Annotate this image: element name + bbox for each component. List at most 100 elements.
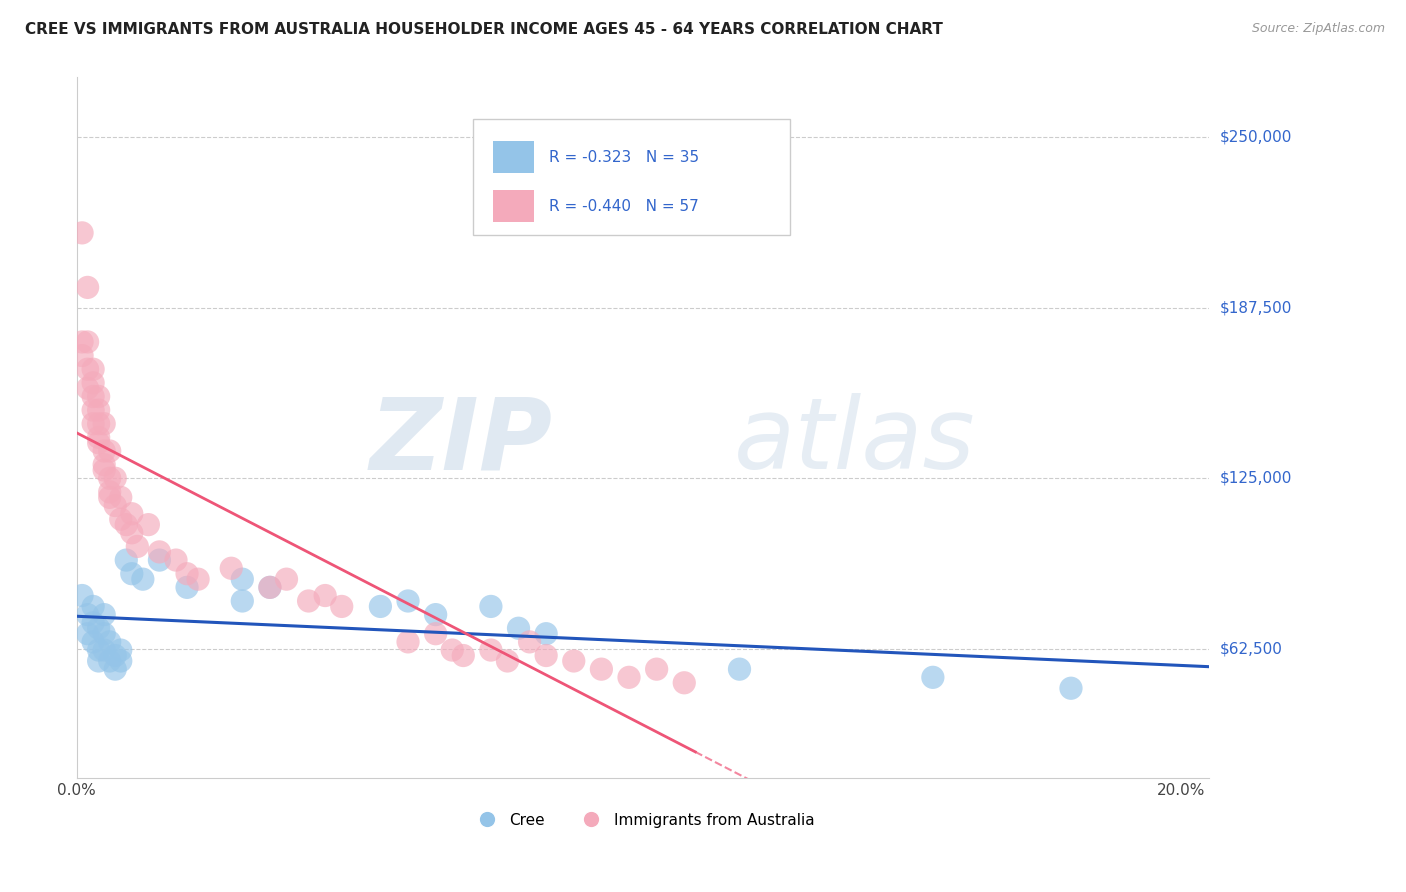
Point xyxy=(534,626,557,640)
Text: CREE VS IMMIGRANTS FROM AUSTRALIA HOUSEHOLDER INCOME AGES 45 - 64 YEARS CORRELAT: CREE VS IMMIGRANTS FROM AUSTRALIA HOUSEH… xyxy=(25,22,943,37)
Point xyxy=(104,499,127,513)
Point xyxy=(591,662,613,676)
Point xyxy=(176,580,198,594)
Point xyxy=(534,648,557,663)
Point xyxy=(562,654,585,668)
Point xyxy=(508,621,530,635)
FancyBboxPatch shape xyxy=(494,190,534,222)
Text: atlas: atlas xyxy=(734,393,974,491)
Point xyxy=(115,553,138,567)
Point xyxy=(82,403,104,417)
Point xyxy=(87,654,110,668)
Text: $187,500: $187,500 xyxy=(1220,301,1292,316)
Point xyxy=(110,512,132,526)
Point xyxy=(98,444,121,458)
Point xyxy=(93,458,115,472)
Point xyxy=(87,403,110,417)
Point xyxy=(76,280,98,294)
Point xyxy=(425,607,447,622)
Point xyxy=(70,589,93,603)
Legend: Cree, Immigrants from Australia: Cree, Immigrants from Australia xyxy=(465,806,821,834)
Point xyxy=(425,626,447,640)
Point xyxy=(673,675,696,690)
Point xyxy=(259,580,281,594)
Point xyxy=(70,349,93,363)
Point xyxy=(98,654,121,668)
Point xyxy=(82,599,104,614)
Text: R = -0.323   N = 35: R = -0.323 N = 35 xyxy=(548,150,699,165)
Point xyxy=(76,334,98,349)
Point xyxy=(148,545,170,559)
Point xyxy=(87,430,110,444)
Point xyxy=(921,670,943,684)
Point xyxy=(121,525,143,540)
Point xyxy=(451,648,474,663)
Point xyxy=(82,417,104,431)
Point xyxy=(82,615,104,630)
Point xyxy=(82,376,104,390)
Point xyxy=(219,561,242,575)
Point xyxy=(396,594,419,608)
Point xyxy=(82,635,104,649)
Text: ZIP: ZIP xyxy=(370,393,553,491)
Point xyxy=(70,226,93,240)
Point xyxy=(87,621,110,635)
Point xyxy=(87,389,110,403)
Point xyxy=(110,491,132,505)
Point xyxy=(728,662,751,676)
Point xyxy=(115,517,138,532)
Point xyxy=(93,444,115,458)
Point xyxy=(98,635,121,649)
Point xyxy=(93,643,115,657)
FancyBboxPatch shape xyxy=(472,120,790,235)
Point xyxy=(76,607,98,622)
Point xyxy=(76,362,98,376)
Point xyxy=(187,572,209,586)
Text: R = -0.440   N = 57: R = -0.440 N = 57 xyxy=(548,199,699,213)
Point xyxy=(138,517,160,532)
FancyBboxPatch shape xyxy=(494,141,534,173)
Point xyxy=(121,507,143,521)
Point xyxy=(87,643,110,657)
Point xyxy=(98,491,121,505)
Point xyxy=(148,553,170,567)
Point xyxy=(132,572,155,586)
Point xyxy=(104,471,127,485)
Point xyxy=(93,463,115,477)
Point xyxy=(259,580,281,594)
Point xyxy=(519,635,541,649)
Point xyxy=(396,635,419,649)
Point xyxy=(479,599,502,614)
Text: $62,500: $62,500 xyxy=(1220,641,1284,657)
Point xyxy=(617,670,640,684)
Point xyxy=(496,654,519,668)
Point xyxy=(104,662,127,676)
Point xyxy=(231,594,253,608)
Point xyxy=(87,417,110,431)
Point xyxy=(82,362,104,376)
Text: $250,000: $250,000 xyxy=(1220,130,1292,145)
Point xyxy=(98,471,121,485)
Point xyxy=(479,643,502,657)
Point xyxy=(82,389,104,403)
Point xyxy=(441,643,464,657)
Point xyxy=(314,589,336,603)
Point xyxy=(165,553,187,567)
Text: $125,000: $125,000 xyxy=(1220,471,1292,486)
Point xyxy=(93,417,115,431)
Point xyxy=(93,607,115,622)
Point xyxy=(127,540,149,554)
Point xyxy=(121,566,143,581)
Point xyxy=(93,626,115,640)
Point xyxy=(645,662,668,676)
Point xyxy=(297,594,319,608)
Point xyxy=(110,654,132,668)
Point xyxy=(76,626,98,640)
Point xyxy=(70,334,93,349)
Text: Source: ZipAtlas.com: Source: ZipAtlas.com xyxy=(1251,22,1385,36)
Point xyxy=(1060,681,1083,696)
Point xyxy=(276,572,298,586)
Point xyxy=(98,484,121,499)
Point xyxy=(110,643,132,657)
Point xyxy=(231,572,253,586)
